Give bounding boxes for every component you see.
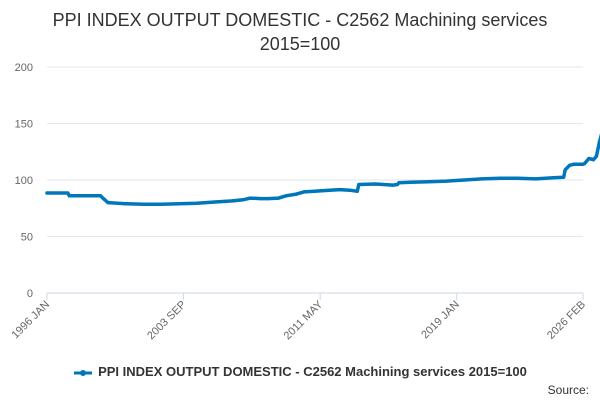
y-tick-label-2: 100 <box>15 175 33 187</box>
data-point <box>582 162 587 166</box>
data-point <box>294 192 298 196</box>
data-point <box>312 189 316 193</box>
y-tick-label-4: 200 <box>15 62 33 74</box>
data-point <box>397 181 401 185</box>
data-point <box>88 194 92 198</box>
data-point <box>241 198 245 202</box>
legend-series-swatch <box>74 369 93 376</box>
data-point <box>373 182 377 186</box>
x-tick-label-4: 2026 FEB <box>545 299 588 342</box>
data-point <box>516 176 520 180</box>
data-point <box>337 188 342 192</box>
data-point <box>141 202 146 206</box>
data-point <box>597 141 600 145</box>
data-point <box>159 202 163 206</box>
data-point <box>231 199 235 203</box>
data-point <box>124 202 128 206</box>
x-tick-label-0: 1996 JAN <box>9 299 52 342</box>
data-point <box>533 177 538 181</box>
data-point <box>67 194 71 198</box>
data-point <box>320 189 324 193</box>
data-point <box>563 168 567 172</box>
x-tick-label-3: 2019 JAN <box>419 299 462 342</box>
data-point <box>444 179 448 183</box>
data-point <box>498 176 502 180</box>
data-point <box>594 154 599 158</box>
legend-swatch-marker <box>80 369 87 376</box>
data-point <box>98 194 103 198</box>
data-point <box>66 191 70 195</box>
data-point <box>302 190 306 194</box>
x-tick-label-1: 2003 SEP <box>145 299 189 343</box>
series-markers-0 <box>45 141 600 206</box>
legend[interactable]: PPI INDEX OUTPUT DOMESTIC - C2562 Machin… <box>0 364 600 379</box>
data-point <box>568 163 572 167</box>
chart-title-line-2: 2015=100 <box>259 34 341 54</box>
y-tick-label-3: 150 <box>15 119 33 131</box>
x-tick-label-2: 2011 MAY <box>282 298 326 342</box>
data-point <box>177 202 181 206</box>
data-point <box>572 162 576 166</box>
data-point <box>259 197 263 201</box>
data-point <box>462 178 466 182</box>
data-point <box>284 194 288 198</box>
data-point <box>248 196 252 200</box>
data-point <box>106 201 110 205</box>
data-point <box>427 180 431 184</box>
y-tick-label-0: 0 <box>27 288 33 300</box>
data-point <box>391 183 395 187</box>
legend-series-label: PPI INDEX OUTPUT DOMESTIC - C2562 Machin… <box>98 364 527 379</box>
data-point <box>213 200 217 204</box>
data-point <box>266 197 270 201</box>
data-point <box>45 191 49 195</box>
data-point <box>551 176 555 180</box>
data-point <box>591 158 596 162</box>
data-point <box>101 197 105 201</box>
data-point <box>355 189 359 193</box>
data-point <box>357 182 361 187</box>
y-tick-label-1: 50 <box>21 232 33 244</box>
data-point <box>195 201 199 205</box>
chart-title: PPI INDEX OUTPUT DOMESTIC - C2562 Machin… <box>0 8 600 56</box>
data-point <box>480 177 484 181</box>
data-point <box>277 196 281 200</box>
chart-title-line-1: PPI INDEX OUTPUT DOMESTIC - C2562 Machin… <box>52 10 548 30</box>
series-line-0 <box>45 133 600 207</box>
source-label: Source: <box>547 383 589 397</box>
data-point <box>409 180 413 184</box>
data-point <box>562 175 566 179</box>
data-point <box>348 188 352 192</box>
data-point <box>587 156 591 161</box>
